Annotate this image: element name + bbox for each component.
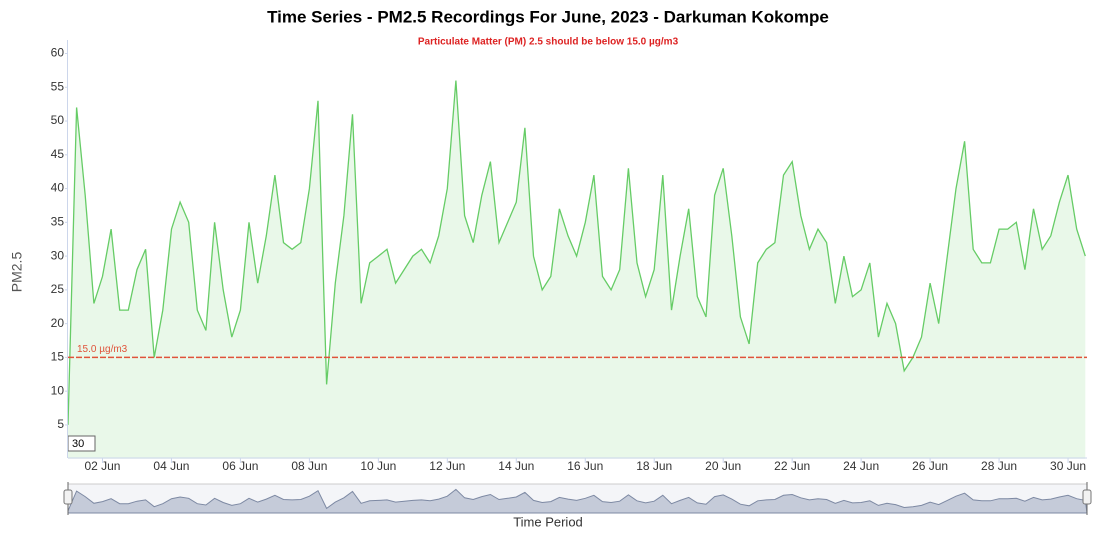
x-tick-label: 12 Jun <box>429 459 465 473</box>
y-tick-label: 45 <box>51 147 65 161</box>
y-tick-label: 40 <box>51 181 65 195</box>
x-tick-label: 10 Jun <box>360 459 396 473</box>
y-tick-label: 55 <box>51 79 65 93</box>
x-tick-label: 24 Jun <box>843 459 879 473</box>
x-tick-label: 26 Jun <box>912 459 948 473</box>
x-tick-label: 16 Jun <box>567 459 603 473</box>
y-tick-label: 60 <box>51 46 65 60</box>
x-tick-label: 28 Jun <box>981 459 1017 473</box>
y-tick-label: 5 <box>57 417 64 431</box>
x-tick-label: 02 Jun <box>84 459 120 473</box>
y-tick-label: 35 <box>51 215 65 229</box>
x-tick-label: 14 Jun <box>498 459 534 473</box>
x-tick-label: 22 Jun <box>774 459 810 473</box>
y-tick-label: 15 <box>51 350 65 364</box>
series-line <box>67 80 1086 425</box>
x-tick-label: 08 Jun <box>291 459 327 473</box>
x-tick-label: 30 Jun <box>1050 459 1086 473</box>
x-tick-label: 04 Jun <box>153 459 189 473</box>
y-tick-label: 25 <box>51 282 65 296</box>
y-axis-label: PM2.5 <box>9 252 25 293</box>
y-tick-label: 10 <box>51 383 65 397</box>
x-tick-label: 18 Jun <box>636 459 672 473</box>
y-tick-label: 50 <box>51 113 65 127</box>
navigator-area <box>67 488 1088 514</box>
x-axis-label: Time Period <box>513 514 583 529</box>
y-tick-label: 30 <box>51 248 65 262</box>
y-tick-label: 20 <box>51 316 65 330</box>
navigator-handle[interactable] <box>1082 489 1092 505</box>
x-tick-label: 06 Jun <box>222 459 258 473</box>
area-fill <box>68 80 1086 459</box>
x-tick-label: 20 Jun <box>705 459 741 473</box>
chart-title: Time Series - PM2.5 Recordings For June,… <box>267 7 829 26</box>
zoom-box-value[interactable]: 30 <box>72 438 84 450</box>
navigator-handle[interactable] <box>63 489 73 505</box>
chart-subtitle: Particulate Matter (PM) 2.5 should be be… <box>418 37 679 48</box>
threshold-label: 15.0 µg/m3 <box>77 344 128 355</box>
